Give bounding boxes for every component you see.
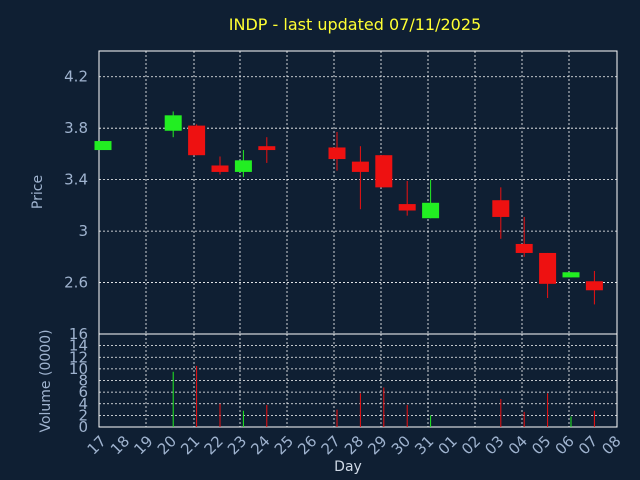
volume-tick-label: 8	[78, 372, 88, 390]
volume-tick-label: 4	[78, 395, 88, 413]
x-tick-label: 25	[271, 432, 297, 458]
candle-body	[94, 141, 112, 151]
price-tick-label: 2.6	[64, 274, 88, 292]
price-tick-label: 3	[78, 222, 88, 240]
price-grid	[99, 51, 617, 334]
volume-bars	[172, 365, 595, 427]
chart-title: INDP - last updated 07/11/2025	[229, 15, 481, 34]
candle-body	[211, 165, 229, 172]
candle-body	[328, 147, 346, 160]
x-axis-label: Day	[334, 459, 362, 475]
x-tick-label: 07	[575, 432, 601, 458]
candle-body	[258, 146, 276, 151]
candle-body	[375, 155, 393, 188]
volume-grid	[99, 334, 617, 427]
candle-body	[164, 115, 182, 131]
x-tick-label: 08	[598, 432, 624, 458]
volume-axis-label: Volume (0000)	[38, 329, 54, 432]
volume-tick-label: 12	[69, 348, 88, 366]
x-tick-label: 06	[552, 432, 578, 458]
price-panel-frame	[98, 50, 618, 335]
price-tick-label: 3.8	[64, 119, 88, 137]
x-tick-label: 17	[84, 432, 110, 458]
x-tick-label: 27	[318, 432, 344, 458]
candle-body	[398, 204, 416, 211]
volume-tick-label: 14	[69, 337, 88, 355]
candle-body	[422, 202, 440, 219]
x-tick-label: 20	[154, 432, 180, 458]
candle-body	[562, 272, 580, 278]
x-tick-label: 30	[388, 432, 414, 458]
volume-tick-label: 16	[69, 325, 88, 343]
x-tick-label: 28	[341, 432, 367, 458]
x-tick-label: 01	[435, 432, 461, 458]
price-axis-label: Price	[30, 175, 46, 209]
x-tick-label: 23	[224, 432, 250, 458]
candle-body	[585, 281, 603, 291]
candle-body	[515, 243, 533, 253]
x-tick-label: 22	[201, 432, 227, 458]
price-tick-label: 3.4	[64, 171, 88, 189]
x-tick-label: 24	[247, 432, 273, 458]
candle-body	[492, 200, 510, 217]
volume-tick-label: 0	[78, 418, 88, 436]
x-tick-label: 03	[481, 432, 507, 458]
volume-panel-frame	[98, 333, 618, 428]
x-tick-label: 29	[364, 432, 390, 458]
candle-body	[188, 125, 206, 156]
x-tick-labels: 1718192021222324252627282930310102030405…	[84, 432, 625, 458]
x-tick-label: 05	[528, 432, 554, 458]
x-tick-label: 19	[130, 432, 156, 458]
candle-body	[539, 252, 557, 284]
x-tick-label: 02	[458, 432, 484, 458]
candles	[94, 111, 603, 305]
volume-tick-label: 2	[78, 406, 88, 424]
x-tick-label: 18	[107, 432, 133, 458]
x-tick-label: 26	[294, 432, 320, 458]
price-tick-label: 4.2	[64, 68, 88, 86]
candle-body	[351, 161, 369, 172]
volume-tick-label: 10	[69, 360, 88, 378]
x-tick-label: 04	[505, 432, 531, 458]
volume-tick-label: 6	[78, 383, 88, 401]
price-tick-labels: 2.6 3 3.4 3.8 4.2	[64, 68, 88, 292]
x-tick-label: 21	[177, 432, 203, 458]
x-tick-label: 31	[411, 432, 437, 458]
candle-body	[234, 160, 252, 172]
